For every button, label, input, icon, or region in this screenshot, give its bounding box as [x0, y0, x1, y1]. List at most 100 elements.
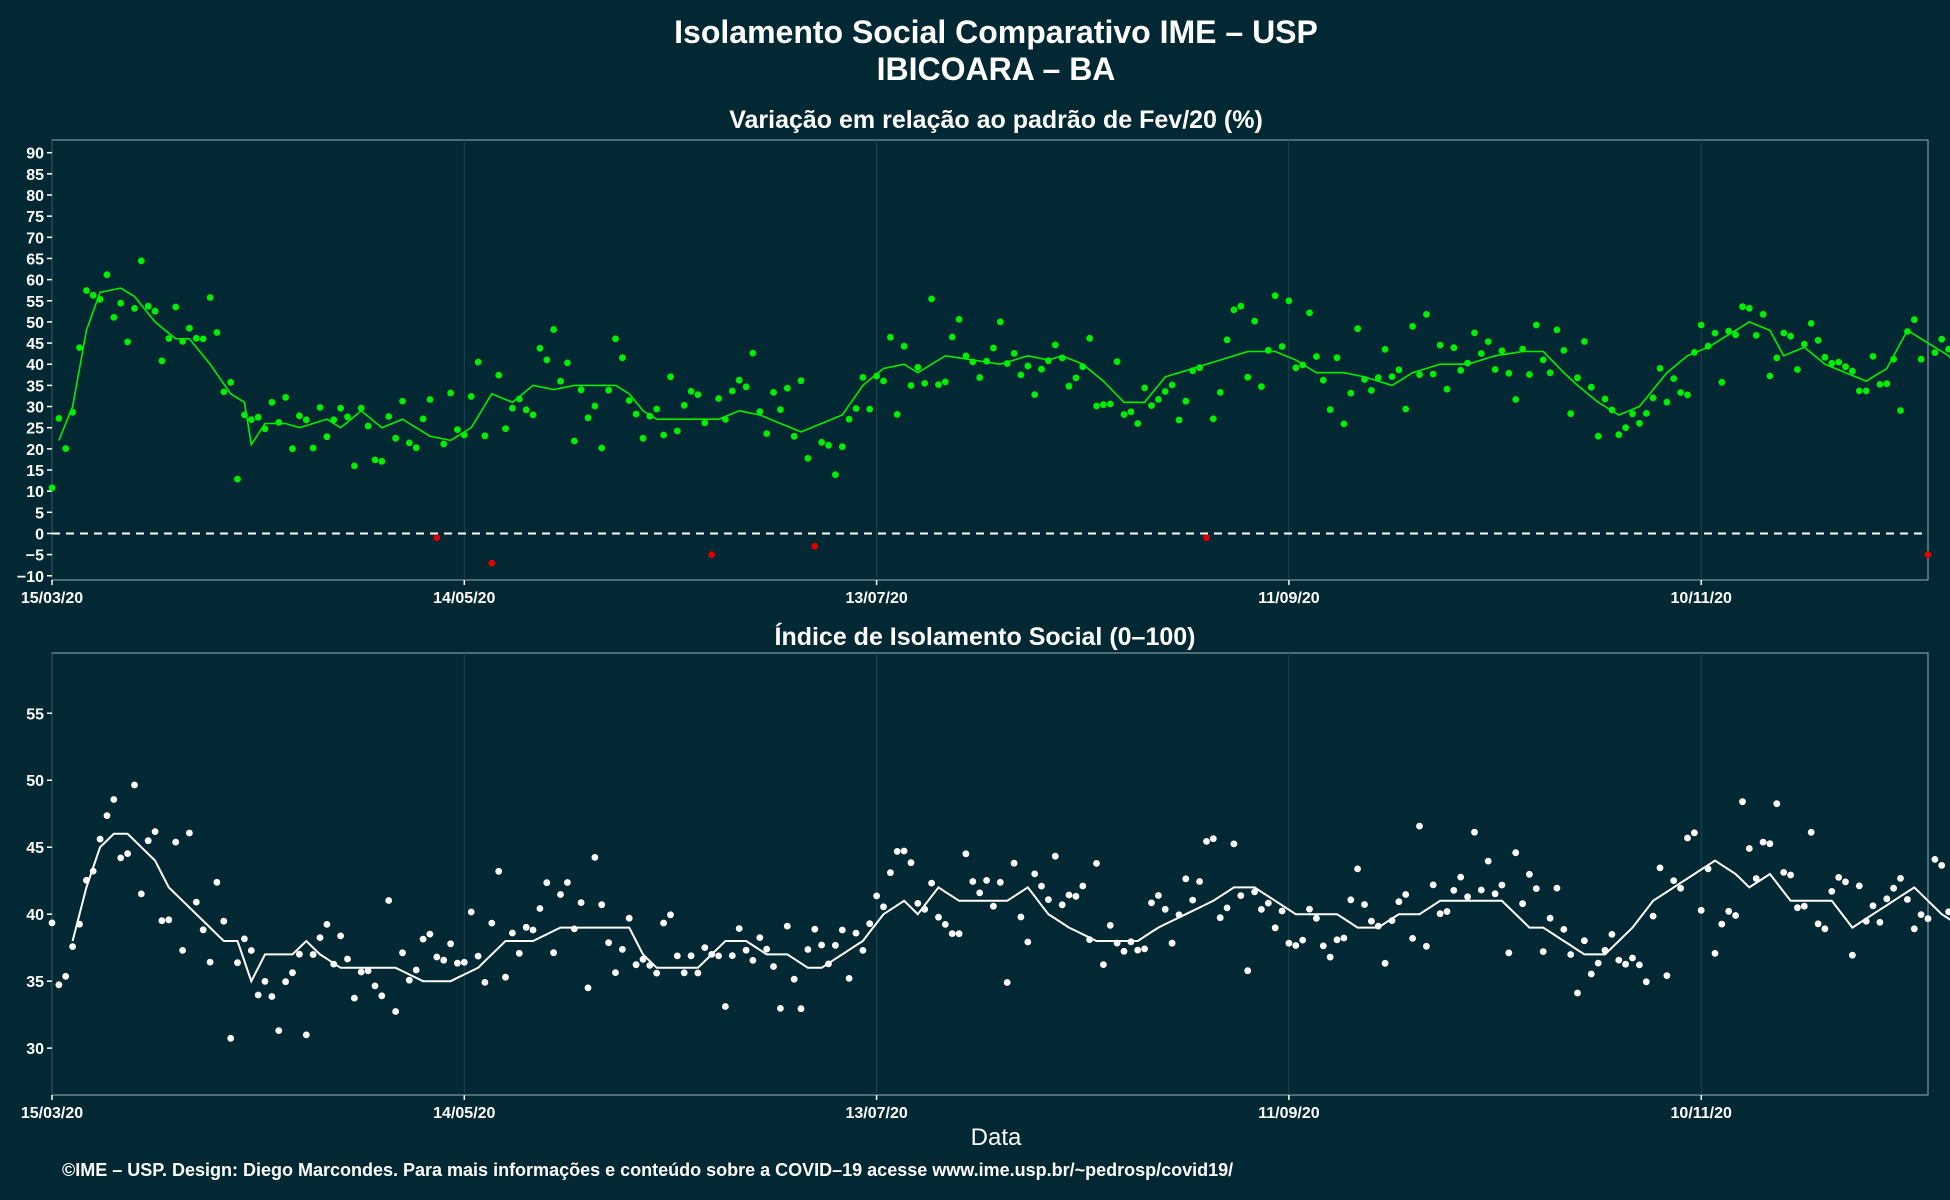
data-point	[83, 876, 90, 884]
data-point	[728, 387, 736, 395]
data-point	[412, 444, 420, 452]
data-point	[900, 847, 908, 855]
x-tick-label: 13/07/20	[845, 1105, 907, 1122]
data-point	[969, 358, 977, 366]
data-point	[1821, 925, 1829, 933]
data-point	[1642, 410, 1650, 417]
data-point	[1931, 349, 1939, 356]
data-point	[1773, 354, 1781, 362]
data-point-negative	[488, 559, 496, 567]
data-point	[247, 947, 255, 954]
data-point	[1739, 303, 1746, 311]
data-point	[1209, 415, 1217, 423]
data-point	[612, 335, 619, 343]
data-point	[460, 431, 468, 439]
data-point	[907, 382, 915, 389]
data-point	[880, 377, 887, 385]
data-point	[1890, 355, 1897, 363]
chart-title: Isolamento Social Comparativo IME – USP	[674, 14, 1318, 50]
data-point	[1223, 336, 1231, 344]
data-point	[1491, 890, 1499, 898]
y-tick-label: 65	[26, 251, 44, 268]
data-point	[584, 414, 592, 422]
data-point	[1725, 907, 1733, 915]
data-point	[653, 405, 661, 413]
data-point-negative	[1203, 534, 1210, 542]
data-point	[577, 899, 585, 906]
data-point-negative	[433, 534, 441, 542]
data-point	[385, 413, 393, 420]
data-point	[722, 1003, 729, 1010]
data-point	[392, 1008, 399, 1015]
x-tick-label: 15/03/20	[21, 590, 83, 607]
data-point	[667, 373, 674, 381]
data-point	[289, 969, 296, 977]
data-point	[962, 352, 970, 360]
data-point	[1539, 356, 1547, 364]
data-point	[1471, 828, 1478, 836]
data-point	[1945, 345, 1950, 353]
data-point	[1704, 342, 1712, 350]
data-point	[928, 879, 935, 887]
y-tick-label: 55	[26, 294, 44, 311]
data-point	[749, 957, 757, 964]
data-point	[701, 419, 709, 427]
data-point	[1368, 387, 1375, 394]
data-point	[1278, 343, 1286, 350]
data-point	[976, 374, 984, 381]
data-point	[673, 427, 681, 435]
data-point	[351, 462, 358, 470]
data-point	[419, 415, 427, 423]
data-point	[1800, 902, 1808, 910]
data-point	[522, 923, 530, 931]
data-point	[1409, 323, 1416, 330]
data-point	[172, 838, 180, 846]
data-point	[48, 484, 56, 492]
data-point	[1821, 353, 1829, 361]
data-point	[1677, 884, 1684, 892]
data-point	[1718, 920, 1726, 928]
data-point	[1684, 391, 1691, 399]
data-point	[1636, 961, 1643, 969]
data-point	[838, 926, 846, 934]
data-point	[385, 897, 393, 904]
data-point	[584, 984, 592, 992]
data-point	[1739, 798, 1746, 806]
data-point	[1828, 359, 1836, 367]
data-point	[1065, 891, 1073, 899]
data-point	[1800, 340, 1808, 348]
data-point	[213, 878, 221, 886]
data-point	[1203, 838, 1210, 845]
moving-average-line	[71, 832, 1950, 984]
data-point	[1642, 978, 1650, 986]
data-point	[529, 411, 537, 419]
data-point	[1326, 406, 1334, 413]
data-point	[1491, 366, 1499, 373]
data-point	[1567, 410, 1575, 418]
panel-2-title: Índice de Isolamento Social (0–100)	[775, 622, 1196, 651]
data-point	[1333, 936, 1341, 944]
data-point	[983, 877, 990, 884]
data-point	[845, 415, 853, 423]
data-point	[619, 354, 626, 362]
data-point	[914, 900, 922, 907]
data-point	[1917, 911, 1925, 918]
data-point	[144, 837, 152, 845]
data-point	[1299, 361, 1307, 369]
data-point	[536, 905, 544, 912]
data-point	[543, 356, 551, 364]
data-point	[1883, 895, 1891, 903]
data-point	[69, 408, 76, 416]
data-point	[1697, 321, 1705, 329]
data-point	[344, 413, 351, 421]
data-point	[687, 952, 695, 960]
panel-1-title: Variação em relação ao padrão de Fev/20 …	[729, 106, 1263, 134]
data-point	[440, 440, 448, 448]
data-point	[371, 982, 379, 990]
data-point	[921, 380, 929, 387]
data-point	[1780, 329, 1788, 337]
data-point	[955, 930, 963, 938]
data-point	[124, 338, 131, 346]
data-point	[1477, 350, 1485, 357]
data-point	[1910, 316, 1918, 324]
